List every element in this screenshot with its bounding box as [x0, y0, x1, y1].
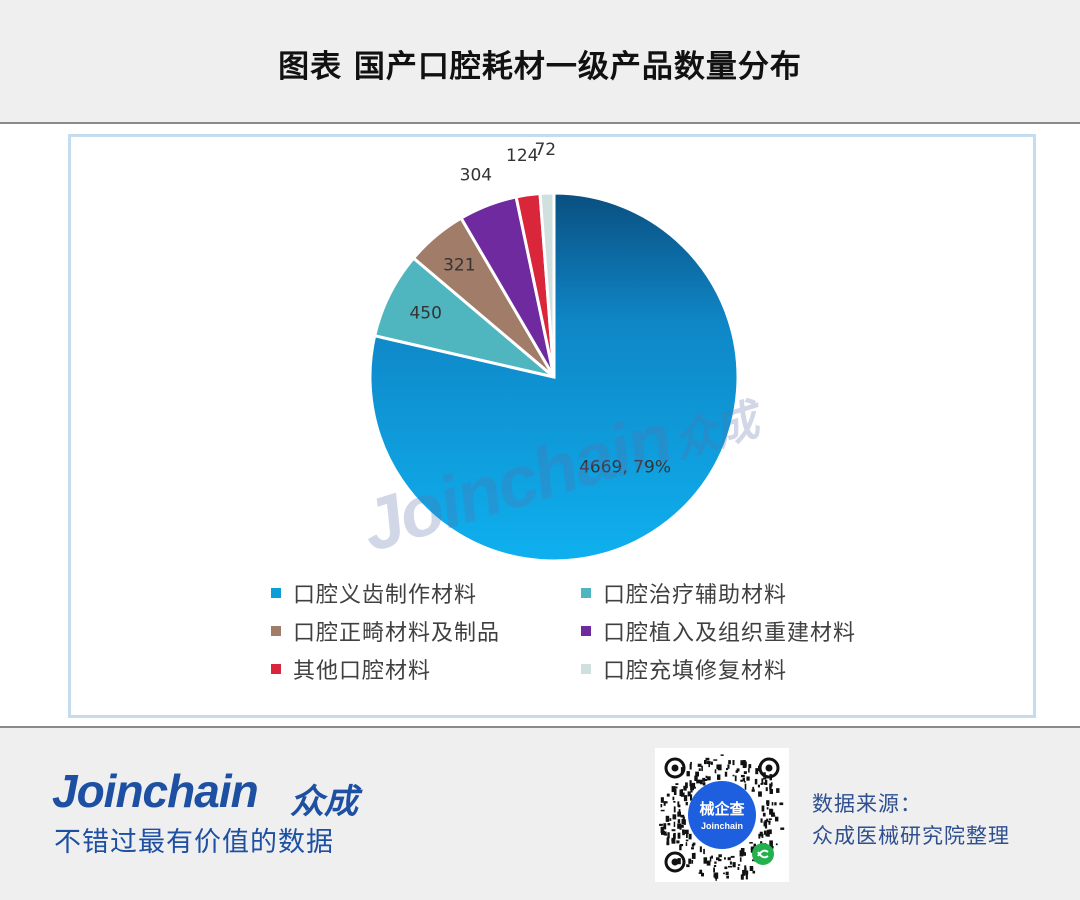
slice-data-label: 321 — [443, 255, 475, 275]
qr-code-graphic: 械企查 Joinchain — [659, 754, 785, 881]
chart-legend: 口腔义齿制作材料 口腔治疗辅助材料口腔正畸材料及制品 口腔植入及组织重建材料其他口腔… — [271, 579, 911, 684]
brand-logo-cn: 众成 — [290, 782, 358, 822]
legend-item: 口腔治疗辅助材料 — [581, 579, 891, 608]
legend-swatch — [581, 626, 591, 636]
source-value: 众成医械研究院整理 — [812, 824, 1010, 848]
main-area: 4669, 79% 450 321 304 124 72 口腔义齿制作材料 口腔治疗辅助材料… — [0, 124, 1080, 728]
slogan: 不错过最有价值的数据 — [54, 827, 334, 858]
slice-data-label: 450 — [409, 304, 441, 324]
legend-item: 其他口腔材料 — [271, 655, 581, 684]
legend-swatch — [581, 664, 591, 674]
legend-item: 口腔正畸材料及制品 — [271, 617, 581, 646]
slice-data-label: 72 — [534, 140, 556, 160]
qr-center-title: 械企查 — [699, 800, 745, 818]
source-note: 数据来源： 众成医械研究院整理 — [812, 788, 1010, 852]
header: 图表 国产口腔耗材一级产品数量分布 — [0, 0, 1080, 124]
qr-code[interactable]: 械企查 Joinchain — [655, 748, 789, 882]
slice-data-label: 4669, 79% — [579, 457, 671, 477]
qr-center-badge — [688, 781, 756, 849]
slice-data-label: 304 — [460, 165, 492, 185]
source-label: 数据来源： — [812, 792, 922, 816]
legend-item: 口腔义齿制作材料 — [271, 579, 581, 608]
slice-data-label: 124 — [506, 146, 538, 166]
pie-slice — [538, 191, 556, 378]
footer: Joinchain 众成 不错过最有价值的数据 械企查 Joinchain 数据… — [0, 728, 1080, 900]
legend-swatch — [271, 626, 281, 636]
brand-logo: Joinchain — [52, 765, 259, 817]
legend-label: 口腔植入及组织重建材料 — [603, 621, 857, 646]
qr-center-sub: Joinchain — [701, 821, 743, 831]
legend-label: 口腔充填修复材料 — [603, 659, 788, 684]
legend-item: 口腔充填修复材料 — [581, 655, 891, 684]
legend-item: 口腔植入及组织重建材料 — [581, 617, 891, 646]
mini-program-icon — [752, 843, 774, 865]
page-title: 图表 国产口腔耗材一级产品数量分布 — [278, 48, 802, 85]
legend-label: 口腔正畸材料及制品 — [293, 621, 501, 646]
chart-frame: 4669, 79% 450 321 304 124 72 口腔义齿制作材料 口腔治疗辅助材料… — [68, 134, 1036, 718]
legend-swatch — [271, 664, 281, 674]
legend-label: 口腔义齿制作材料 — [293, 583, 478, 608]
legend-label: 口腔治疗辅助材料 — [603, 583, 788, 608]
legend-swatch — [271, 588, 281, 598]
legend-label: 其他口腔材料 — [293, 659, 432, 684]
legend-swatch — [581, 588, 591, 598]
